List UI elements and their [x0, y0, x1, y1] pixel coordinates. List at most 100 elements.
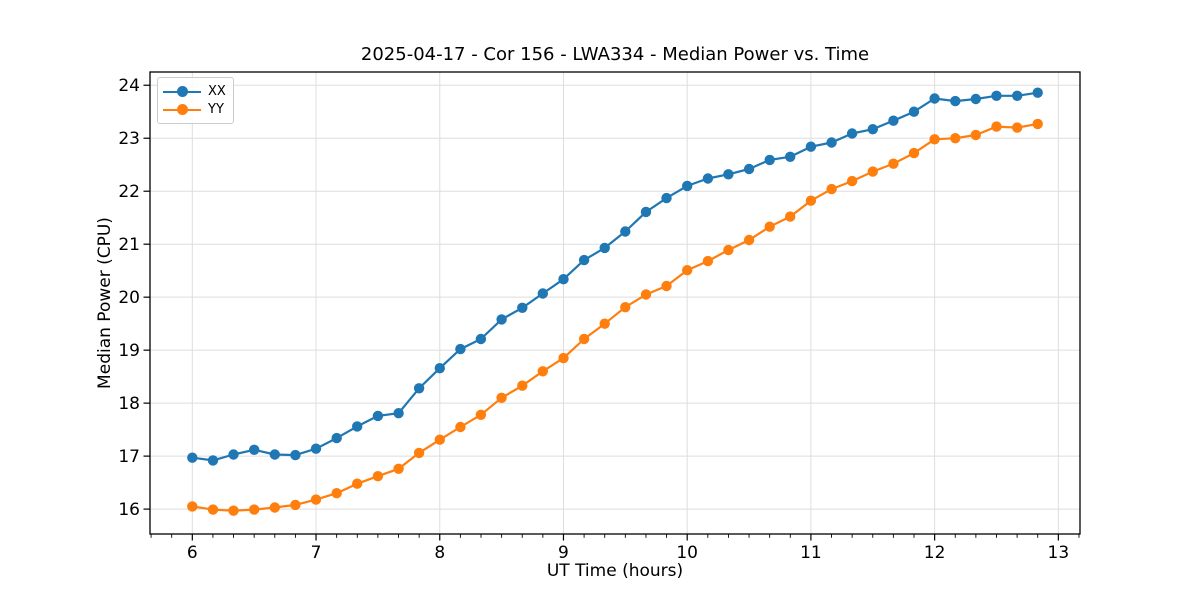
- data-point: [764, 154, 775, 166]
- data-point: [393, 463, 404, 474]
- data-point: [764, 221, 775, 232]
- legend-item-yy: YY: [163, 103, 227, 116]
- data-point: [558, 274, 569, 285]
- data-point: [537, 288, 548, 299]
- data-point: [393, 408, 404, 419]
- legend-marker-icon: [176, 104, 188, 115]
- data-point: [908, 106, 920, 117]
- x-tick-label: 11: [800, 543, 822, 563]
- data-point: [950, 95, 961, 107]
- data-point: [599, 242, 610, 254]
- data-point: [991, 121, 1002, 132]
- data-point: [290, 499, 301, 511]
- x-tick-label: 9: [558, 543, 569, 563]
- data-point: [455, 421, 466, 433]
- x-minor-ticks: [150, 534, 1080, 538]
- data-point: [1032, 118, 1043, 130]
- data-point: [867, 166, 878, 177]
- data-point: [228, 505, 239, 516]
- chart-title: 2025-04-17 - Cor 156 - LWA334 - Median P…: [360, 44, 870, 65]
- x-tick-label: 6: [187, 543, 198, 563]
- data-point: [929, 134, 940, 145]
- data-point: [702, 255, 714, 267]
- data-point: [640, 289, 652, 300]
- data-point: [661, 192, 672, 204]
- x-axis-label: UT Time (hours): [546, 561, 684, 581]
- data-point: [805, 195, 817, 206]
- data-point: [352, 478, 363, 489]
- y-tick-label: 19: [118, 341, 140, 361]
- data-point: [187, 501, 198, 512]
- y-tick-label: 16: [118, 500, 140, 520]
- data-point: [537, 366, 548, 377]
- axes-border: [149, 71, 1081, 535]
- data-point: [846, 128, 858, 139]
- data-point: [207, 455, 219, 466]
- data-point: [249, 504, 260, 515]
- data-point: [929, 93, 940, 104]
- data-point: [1012, 122, 1023, 133]
- legend-label-xx: XX: [208, 84, 226, 99]
- data-point: [290, 449, 301, 461]
- data-point: [578, 254, 590, 266]
- data-point: [517, 380, 528, 391]
- legend-item-xx: XX: [163, 85, 227, 98]
- legend: XX YY: [157, 77, 234, 124]
- data-point: [496, 392, 507, 403]
- y-tick-label: 24: [118, 76, 140, 96]
- data-point: [1012, 90, 1023, 102]
- data-point: [743, 163, 755, 175]
- data-point: [991, 90, 1002, 102]
- y-tick-label: 23: [118, 129, 140, 149]
- data-point: [599, 318, 610, 329]
- data-point: [496, 314, 507, 325]
- data-point: [908, 147, 920, 159]
- data-point: [640, 206, 652, 218]
- data-point: [1032, 87, 1043, 98]
- data-point: [888, 158, 899, 169]
- data-point: [888, 115, 899, 126]
- data-point: [805, 141, 817, 152]
- data-point: [970, 93, 981, 105]
- data-point: [475, 409, 487, 420]
- x-tick-label: 12: [924, 543, 946, 563]
- data-point: [269, 449, 280, 460]
- legend-swatch-xx: [163, 86, 201, 97]
- y-tick-label: 21: [118, 235, 140, 255]
- data-point: [558, 352, 569, 364]
- data-point: [207, 504, 219, 515]
- gridlines: [150, 72, 1080, 534]
- legend-swatch-yy: [163, 104, 201, 115]
- tick-labels: 6 7 8 9 10 11 12 13 16 17 18 19 20 21 22 23 24: [118, 76, 1069, 563]
- data-point: [434, 434, 445, 445]
- data-point: [413, 383, 425, 394]
- data-point: [661, 280, 672, 292]
- data-point: [310, 443, 322, 454]
- data-point: [475, 333, 487, 345]
- data-point: [228, 449, 239, 460]
- series-line-xx: [192, 91, 1038, 462]
- data-point: [249, 444, 260, 455]
- x-tick-label: 8: [434, 543, 445, 563]
- data-point: [620, 302, 631, 313]
- data-point: [867, 124, 878, 135]
- data-point: [310, 494, 322, 505]
- data-point: [970, 129, 981, 141]
- data-point: [846, 175, 858, 187]
- data-point: [785, 211, 796, 222]
- data-point: [785, 151, 796, 162]
- data-point: [187, 452, 198, 463]
- axis-ticks: [143, 84, 1059, 541]
- data-point: [682, 180, 693, 192]
- y-tick-label: 20: [118, 288, 140, 308]
- data-point: [723, 169, 734, 180]
- y-tick-label: 18: [118, 394, 140, 414]
- data-point: [723, 244, 734, 256]
- series-xx: [187, 87, 1043, 466]
- y-tick-label: 17: [118, 447, 140, 467]
- x-tick-label: 13: [1048, 543, 1070, 563]
- data-point: [578, 333, 590, 345]
- data-point: [682, 265, 693, 276]
